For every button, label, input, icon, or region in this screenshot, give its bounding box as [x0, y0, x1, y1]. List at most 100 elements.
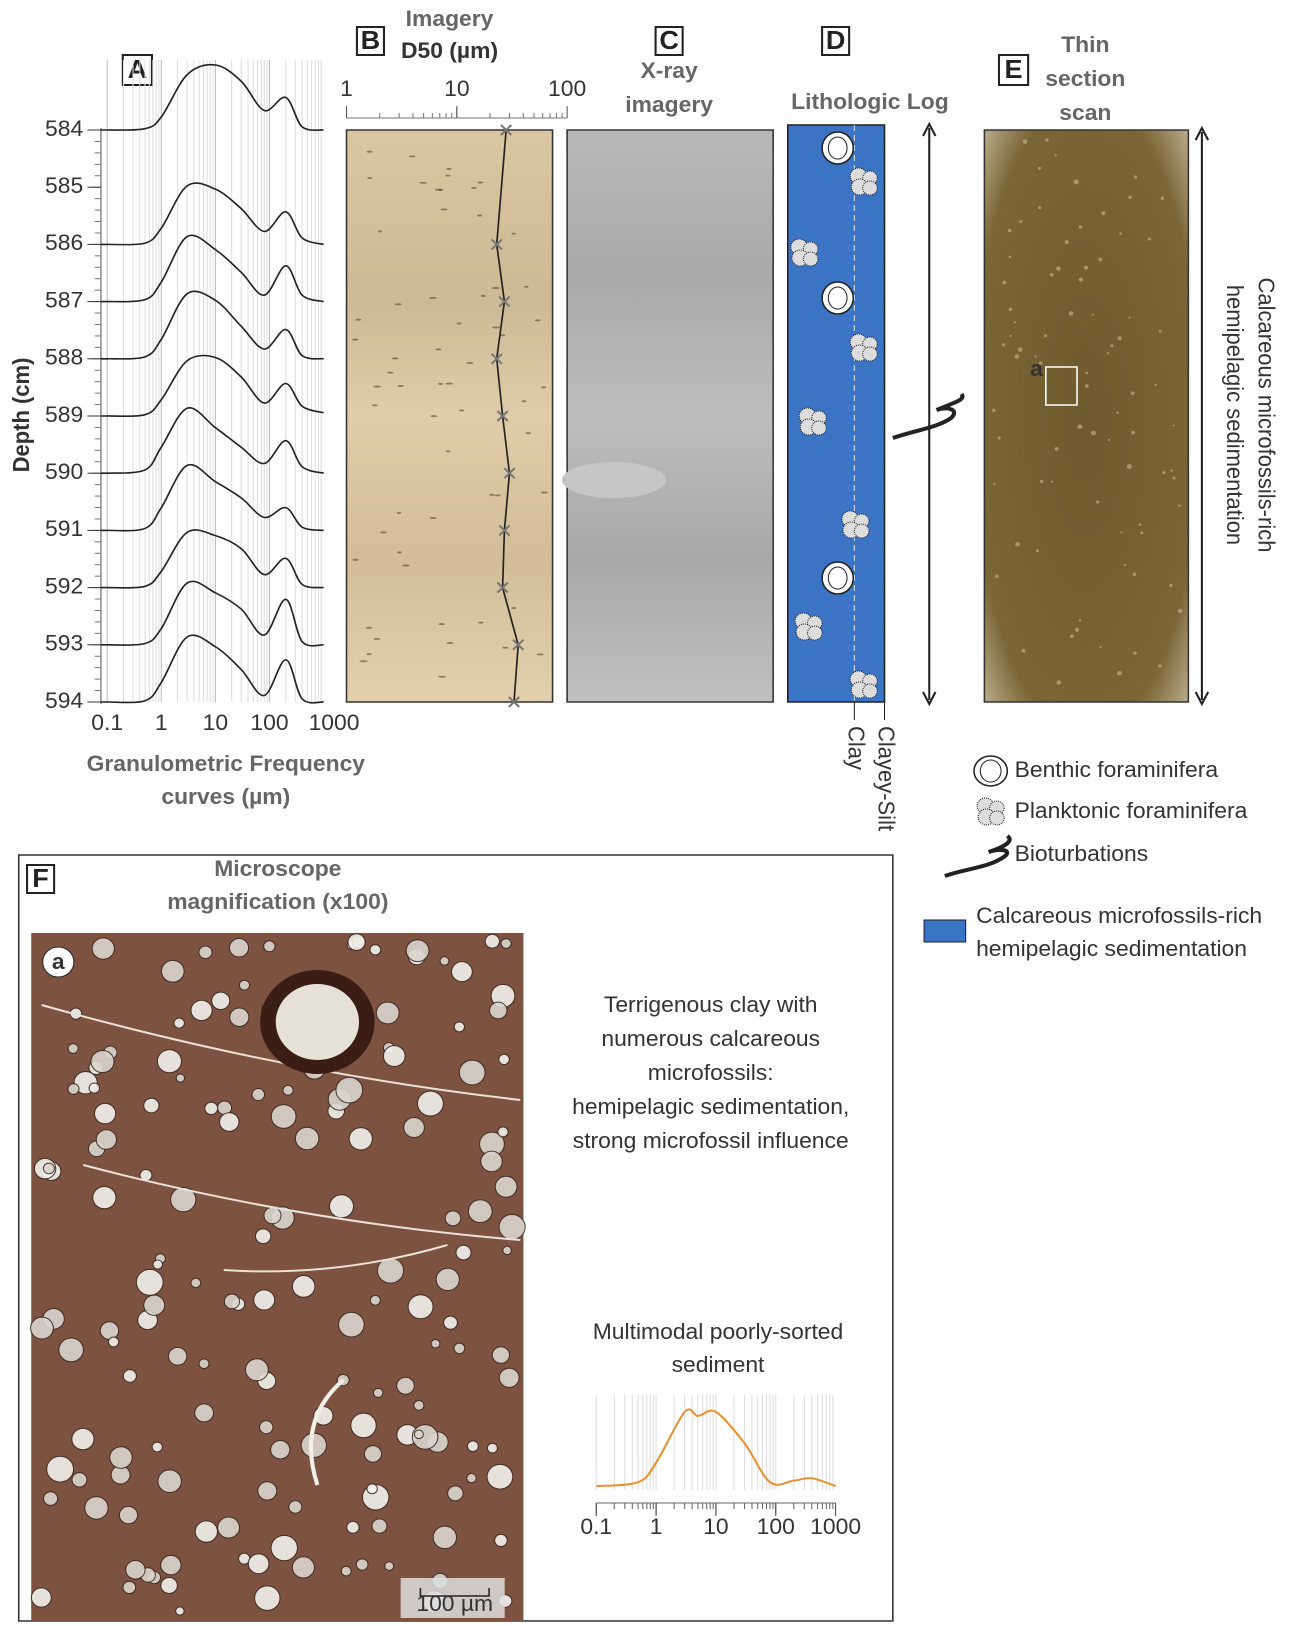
panel-label: D — [826, 25, 846, 54]
panel-title: Lithologic Log — [791, 89, 949, 113]
grain — [494, 1533, 508, 1547]
grain — [204, 1101, 219, 1116]
speck — [1074, 627, 1080, 632]
frequency-curve — [100, 182, 324, 246]
speck — [1116, 670, 1122, 676]
panel-a-box — [121, 54, 153, 86]
y-tick-label: 588 — [45, 345, 83, 369]
grain — [160, 959, 185, 983]
speck — [1126, 464, 1132, 469]
grain — [263, 940, 276, 953]
speck — [1140, 531, 1144, 535]
grain — [160, 1554, 182, 1576]
d50-line — [495, 129, 520, 703]
speck — [445, 382, 454, 385]
grain — [430, 1338, 441, 1349]
grain — [413, 1399, 425, 1411]
benthic-foram — [827, 136, 848, 160]
grain — [167, 1346, 188, 1366]
panel-title: Imagery — [406, 6, 494, 30]
grain — [348, 1127, 373, 1151]
panel-title: imagery — [625, 92, 713, 116]
grain — [443, 1315, 458, 1330]
x-tick-label: 10 — [444, 76, 469, 100]
grain — [42, 1162, 55, 1175]
foram-fragment — [308, 1378, 345, 1486]
grain — [211, 991, 231, 1010]
speck — [409, 155, 416, 158]
grain — [219, 1112, 240, 1132]
speck — [1039, 479, 1044, 484]
speck — [997, 436, 1001, 440]
y-tick-label: 589 — [45, 402, 83, 426]
speck — [430, 415, 438, 418]
grain — [413, 1429, 424, 1440]
grain — [170, 1186, 197, 1213]
grain — [270, 1440, 291, 1460]
grain — [143, 1097, 160, 1114]
speck — [1128, 316, 1131, 319]
unit-arrow — [922, 121, 937, 707]
speck — [466, 361, 474, 364]
speck — [1034, 355, 1037, 358]
grain — [270, 1534, 298, 1562]
y-tick-label: 591 — [45, 517, 83, 541]
speck — [1130, 391, 1135, 396]
grain — [229, 1007, 250, 1027]
d50-point — [512, 639, 525, 651]
inset-label: a — [1030, 356, 1043, 380]
benthic-foram — [827, 286, 848, 310]
grain — [88, 1082, 101, 1094]
speck — [397, 384, 404, 387]
grain — [125, 1559, 146, 1580]
speck — [359, 660, 368, 663]
grain — [257, 1481, 278, 1501]
panel-title: scan — [1059, 100, 1111, 124]
planktonic-foram — [989, 810, 1005, 826]
grain — [498, 1367, 520, 1388]
speck — [1091, 313, 1094, 316]
grain — [288, 1500, 303, 1514]
speck — [1043, 334, 1048, 338]
speck — [502, 646, 509, 649]
speck — [1037, 166, 1042, 170]
speck — [1133, 175, 1138, 179]
grain — [238, 979, 251, 991]
speck — [511, 606, 517, 609]
speck — [1131, 430, 1135, 435]
chart-title: sediment — [672, 1352, 766, 1376]
grain — [198, 1358, 210, 1369]
grain — [486, 1442, 498, 1454]
grain — [254, 1585, 281, 1611]
grain — [458, 1059, 486, 1086]
frequency-curve — [100, 580, 324, 647]
speck — [1078, 277, 1084, 282]
grain — [157, 1469, 182, 1493]
speck — [1078, 619, 1082, 622]
grain — [247, 1553, 270, 1575]
grain — [447, 1485, 464, 1502]
speck — [1172, 424, 1175, 427]
inset-box — [1045, 366, 1078, 406]
panel-f-box — [26, 864, 56, 894]
grain — [291, 1275, 316, 1298]
speck — [1172, 476, 1176, 480]
side-text: Calcareous microfossils-rich — [1253, 278, 1278, 553]
grain — [251, 1088, 266, 1102]
speck — [1128, 195, 1132, 199]
grain — [467, 1199, 493, 1224]
speck — [1073, 179, 1079, 185]
speck — [1096, 500, 1100, 504]
speck — [1019, 220, 1023, 224]
description: strong microfossil influence — [573, 1128, 849, 1152]
panel-label: F — [32, 863, 49, 892]
frequency-curve — [100, 63, 324, 132]
grain — [335, 1076, 364, 1104]
speck — [371, 404, 378, 407]
d50-point — [500, 124, 513, 136]
x-tick-label: 10 — [703, 1514, 728, 1538]
speck — [1099, 646, 1102, 649]
grain — [122, 1580, 137, 1595]
speck — [993, 482, 996, 486]
grain — [190, 999, 213, 1022]
